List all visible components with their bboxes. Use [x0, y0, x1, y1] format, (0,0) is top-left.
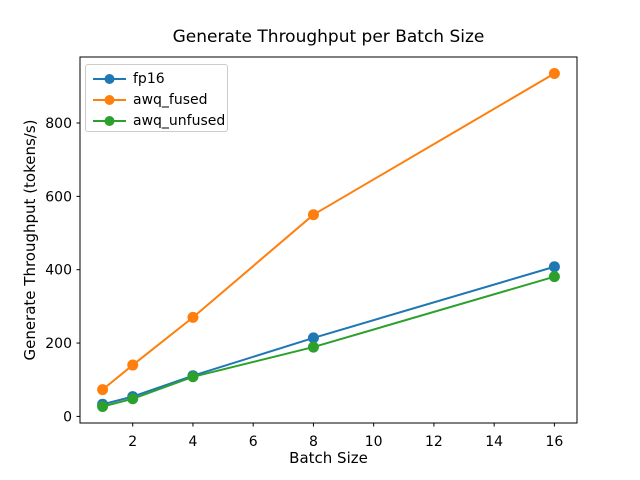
- legend-item-awq_unfused: awq_unfused: [86, 110, 227, 131]
- x-tick-label: 16: [545, 434, 563, 450]
- y-tick-label: 0: [63, 409, 72, 425]
- legend-label: awq_fused: [133, 91, 208, 108]
- data-point-awq_unfused-x2: [127, 393, 139, 405]
- x-tick-label: 2: [128, 434, 137, 450]
- legend: fp16 awq_fused awq_unfused: [85, 64, 228, 132]
- x-tick-label: 12: [425, 434, 443, 450]
- data-point-fp16-x8: [307, 332, 319, 344]
- data-point-awq_fused-x4: [187, 311, 199, 323]
- series-line-awq_unfused: [101, 275, 556, 408]
- x-axis-label: Batch Size: [289, 449, 368, 467]
- legend-label: fp16: [133, 70, 165, 87]
- legend-line-marker-icon: [93, 73, 126, 84]
- data-point-awq_unfused-x4: [187, 371, 199, 383]
- chart-title: Generate Throughput per Batch Size: [172, 27, 485, 47]
- data-point-awq_fused-x2: [127, 359, 139, 371]
- y-tick-label: 400: [45, 263, 72, 279]
- x-tick-label: 4: [188, 434, 197, 450]
- data-point-awq_unfused-x8: [307, 341, 319, 353]
- y-tick-label: 800: [45, 116, 72, 132]
- legend-line-marker-icon: [93, 94, 126, 105]
- data-point-awq_fused-x16: [548, 68, 560, 80]
- y-axis-label: Generate Throughput (tokens/s): [21, 119, 39, 361]
- legend-label: awq_unfused: [133, 112, 226, 129]
- legend-item-fp16: fp16: [86, 68, 227, 89]
- y-tick-label: 200: [45, 336, 72, 352]
- data-point-fp16-x16: [548, 261, 560, 273]
- x-tick-label: 10: [365, 434, 383, 450]
- x-tick-label: 8: [309, 434, 318, 450]
- legend-item-awq_fused: awq_fused: [86, 89, 227, 110]
- y-tick-label: 600: [45, 189, 72, 205]
- x-tick-label: 14: [485, 434, 503, 450]
- data-point-awq_fused-x1: [97, 384, 109, 396]
- data-point-awq_unfused-x1: [97, 400, 109, 412]
- data-point-awq_unfused-x16: [548, 271, 560, 283]
- axes-spines: [79, 56, 578, 424]
- data-point-awq_fused-x8: [307, 209, 319, 221]
- x-tick-label: 6: [249, 434, 258, 450]
- legend-line-marker-icon: [93, 115, 126, 126]
